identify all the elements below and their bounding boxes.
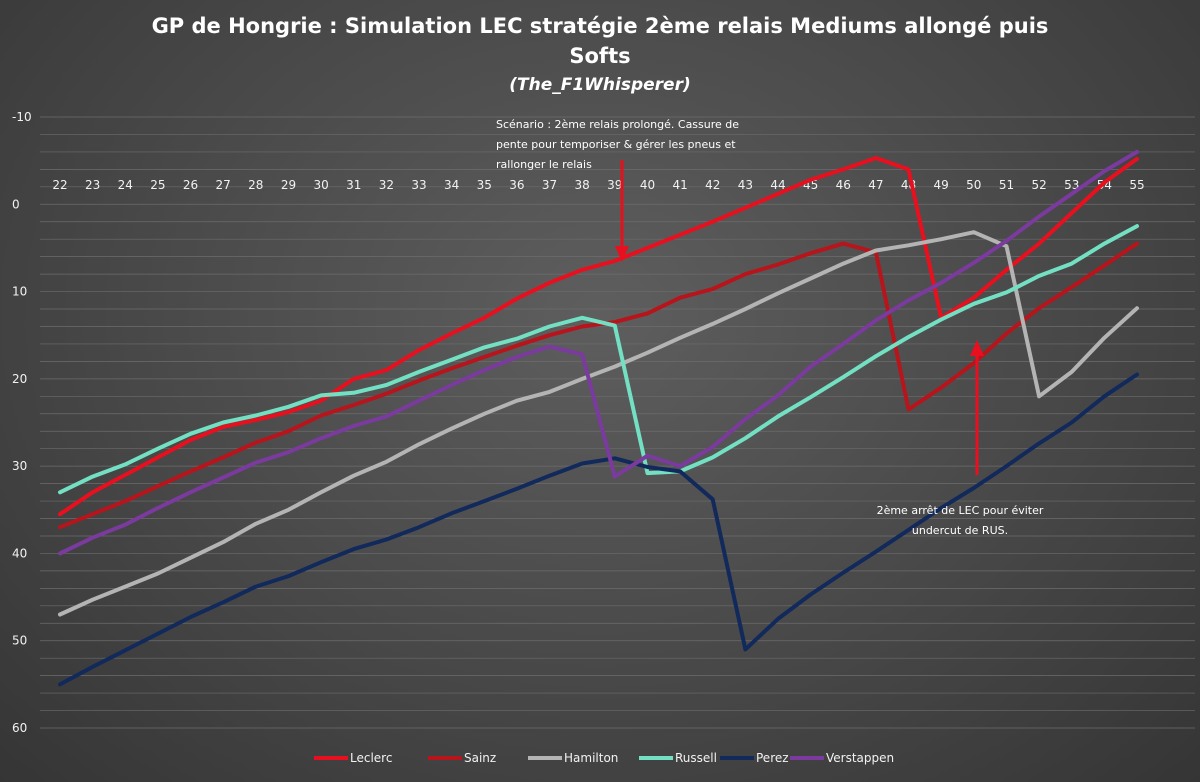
y-tick-label: 40 <box>12 546 27 560</box>
y-tick-label: -10 <box>12 110 32 124</box>
x-tick-label: 34 <box>444 178 459 192</box>
x-tick-label: 32 <box>379 178 394 192</box>
annotation-text-1: rallonger le relais <box>496 158 592 171</box>
x-tick-label: 53 <box>1064 178 1079 192</box>
chart-title-line1: GP de Hongrie : Simulation LEC stratégie… <box>152 14 1049 38</box>
x-tick-label: 51 <box>999 178 1014 192</box>
x-axis-ticks: 22 23 24 25 26 27 28 29 30 31 32 33 34 35 36 37 38 39 40 41… <box>52 178 1144 192</box>
x-tick-label: 49 <box>934 178 949 192</box>
series-line-russell <box>58 224 1139 495</box>
annotation-text-1: pente pour temporiser & gérer les pneus … <box>496 138 736 151</box>
series-line-hamilton <box>58 230 1139 617</box>
series-line-verstappen <box>58 149 1139 556</box>
y-tick-label: 20 <box>12 372 27 386</box>
x-tick-label: 23 <box>85 178 100 192</box>
y-tick-label: 30 <box>12 459 27 473</box>
series-line-perez <box>58 372 1139 687</box>
y-axis-ticks: -10 0 10 20 30 40 50 60 <box>12 110 32 735</box>
x-tick-label: 36 <box>509 178 524 192</box>
x-tick-label: 33 <box>411 178 426 192</box>
x-tick-label: 31 <box>346 178 361 192</box>
x-tick-label: 39 <box>607 178 622 192</box>
legend: Leclerc Sainz Hamilton Russell Perez Verstapp… <box>314 751 894 765</box>
annotation-arrowhead-1 <box>615 246 629 262</box>
x-tick-label: 24 <box>118 178 133 192</box>
x-tick-label: 46 <box>836 178 851 192</box>
annotation-arrowhead-2 <box>970 340 984 356</box>
x-tick-label: 30 <box>313 178 328 192</box>
series-lines <box>58 149 1139 687</box>
x-tick-label: 27 <box>216 178 231 192</box>
x-tick-label: 29 <box>281 178 296 192</box>
annotations: Scénario : 2ème relais prolongé. Cassure… <box>496 118 1044 537</box>
x-tick-label: 37 <box>542 178 557 192</box>
x-tick-label: 50 <box>966 178 981 192</box>
series-line-leclerc <box>58 156 1139 517</box>
annotation-text-2: 2ème arrêt de LEC pour éviter <box>877 504 1044 517</box>
x-tick-label: 44 <box>770 178 785 192</box>
x-tick-label: 40 <box>640 178 655 192</box>
x-tick-label: 28 <box>248 178 263 192</box>
chart-subtitle: (The_F1Whisperer) <box>509 75 691 95</box>
chart-title-line2: Softs <box>569 44 630 68</box>
legend-label-leclerc: Leclerc <box>350 751 392 765</box>
legend-label-verstappen: Verstappen <box>826 751 894 765</box>
gridlines <box>40 116 1195 729</box>
x-tick-label: 22 <box>52 178 67 192</box>
x-tick-label: 47 <box>868 178 883 192</box>
legend-label-sainz: Sainz <box>464 751 496 765</box>
legend-label-perez: Perez <box>756 751 789 765</box>
x-tick-label: 35 <box>477 178 492 192</box>
y-tick-label: 0 <box>12 197 20 211</box>
series-line-sainz <box>58 241 1139 530</box>
x-tick-label: 52 <box>1031 178 1046 192</box>
x-tick-label: 26 <box>183 178 198 192</box>
annotation-text-2: undercut de RUS. <box>912 524 1008 537</box>
y-tick-label: 50 <box>12 634 27 648</box>
x-tick-label: 42 <box>705 178 720 192</box>
x-tick-label: 41 <box>672 178 687 192</box>
y-tick-label: 10 <box>12 285 27 299</box>
annotation-text-1: Scénario : 2ème relais prolongé. Cassure… <box>496 118 739 131</box>
x-tick-label: 38 <box>575 178 590 192</box>
y-tick-label: 60 <box>12 721 27 735</box>
legend-label-russell: Russell <box>675 751 717 765</box>
x-tick-label: 43 <box>738 178 753 192</box>
x-tick-label: 55 <box>1129 178 1144 192</box>
legend-label-hamilton: Hamilton <box>564 751 618 765</box>
x-tick-label: 25 <box>150 178 165 192</box>
